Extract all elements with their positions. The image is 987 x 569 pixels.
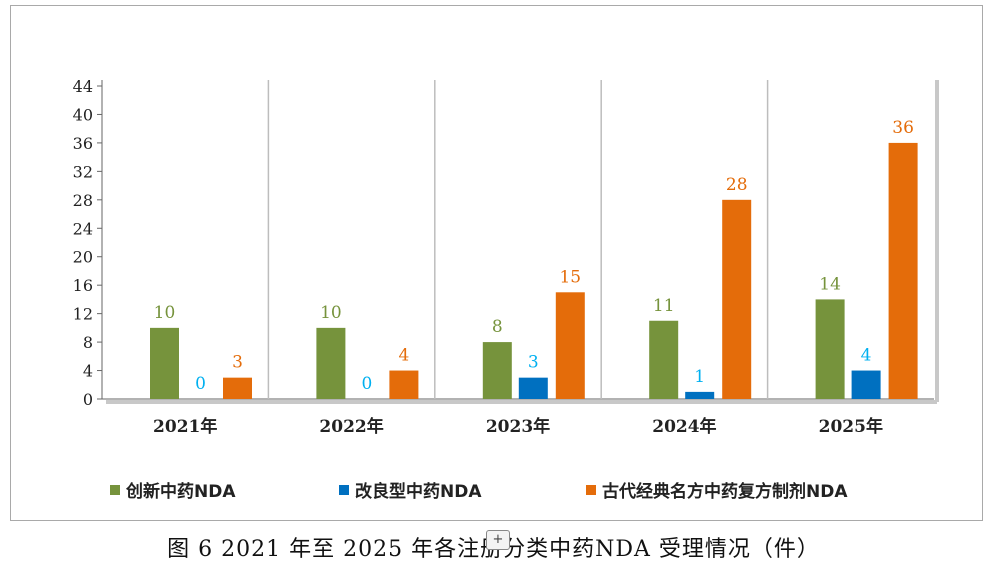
y-tick-label: 28 bbox=[73, 191, 93, 210]
data-label: 1 bbox=[694, 367, 705, 387]
x-category-label: 2025年 bbox=[819, 416, 883, 437]
data-label: 10 bbox=[320, 303, 342, 323]
y-tick-label: 32 bbox=[73, 162, 93, 181]
legend-label-improved: 改良型中药NDA bbox=[355, 482, 482, 502]
data-label: 11 bbox=[653, 296, 675, 316]
data-label: 3 bbox=[528, 353, 539, 373]
bar bbox=[316, 327, 346, 399]
legend-item-improved: 改良型中药NDA bbox=[339, 477, 482, 502]
chart-frame bbox=[10, 5, 983, 521]
y-tick-label: 20 bbox=[73, 248, 93, 267]
bar bbox=[685, 391, 715, 399]
data-label: 4 bbox=[398, 346, 409, 366]
legend-swatch-innovative bbox=[110, 484, 120, 495]
data-label: 28 bbox=[726, 175, 748, 195]
bar bbox=[722, 199, 752, 399]
y-tick-label: 12 bbox=[73, 305, 93, 324]
bar bbox=[150, 327, 179, 399]
bar bbox=[815, 299, 845, 399]
y-tick-label: 16 bbox=[73, 276, 93, 295]
y-tick-label: 8 bbox=[83, 333, 93, 352]
legend-label-classical: 古代经典名方中药复方制剂NDA bbox=[602, 482, 848, 502]
bar bbox=[555, 292, 585, 399]
legend-item-innovative: 创新中药NDA bbox=[110, 477, 236, 502]
y-tick-label: 0 bbox=[83, 390, 93, 409]
legend-swatch-improved bbox=[339, 484, 349, 495]
x-category-label: 2021年 bbox=[153, 416, 217, 437]
bar bbox=[649, 320, 679, 399]
legend-item-classical: 古代经典名方中药复方制剂NDA bbox=[586, 477, 848, 502]
x-category-label: 2022年 bbox=[319, 416, 383, 437]
data-label: 0 bbox=[195, 374, 206, 394]
data-label: 3 bbox=[232, 353, 243, 373]
y-tick-label: 44 bbox=[73, 77, 93, 96]
cursor-plus-icon: + bbox=[486, 530, 510, 550]
y-tick-label: 24 bbox=[73, 219, 93, 238]
bar bbox=[482, 342, 512, 399]
bar bbox=[851, 370, 881, 399]
data-label: 36 bbox=[892, 118, 914, 138]
data-label: 0 bbox=[361, 374, 372, 394]
legend: 创新中药NDA 改良型中药NDA 古代经典名方中药复方制剂NDA bbox=[0, 477, 987, 503]
data-label: 14 bbox=[819, 274, 841, 294]
y-tick-label: 40 bbox=[73, 105, 93, 124]
x-category-label: 2023年 bbox=[486, 416, 550, 437]
y-tick-label: 36 bbox=[73, 134, 93, 153]
bar bbox=[223, 377, 252, 399]
bar bbox=[888, 142, 918, 399]
y-tick-label: 4 bbox=[83, 362, 93, 381]
data-label: 15 bbox=[559, 267, 581, 287]
data-label: 10 bbox=[154, 303, 176, 323]
bar bbox=[389, 370, 419, 399]
x-category-label: 2024年 bbox=[652, 416, 716, 437]
data-label: 4 bbox=[861, 346, 872, 366]
data-label: 8 bbox=[492, 317, 503, 337]
legend-swatch-classical bbox=[586, 484, 596, 495]
legend-label-innovative: 创新中药NDA bbox=[126, 482, 236, 502]
bar bbox=[518, 377, 548, 399]
